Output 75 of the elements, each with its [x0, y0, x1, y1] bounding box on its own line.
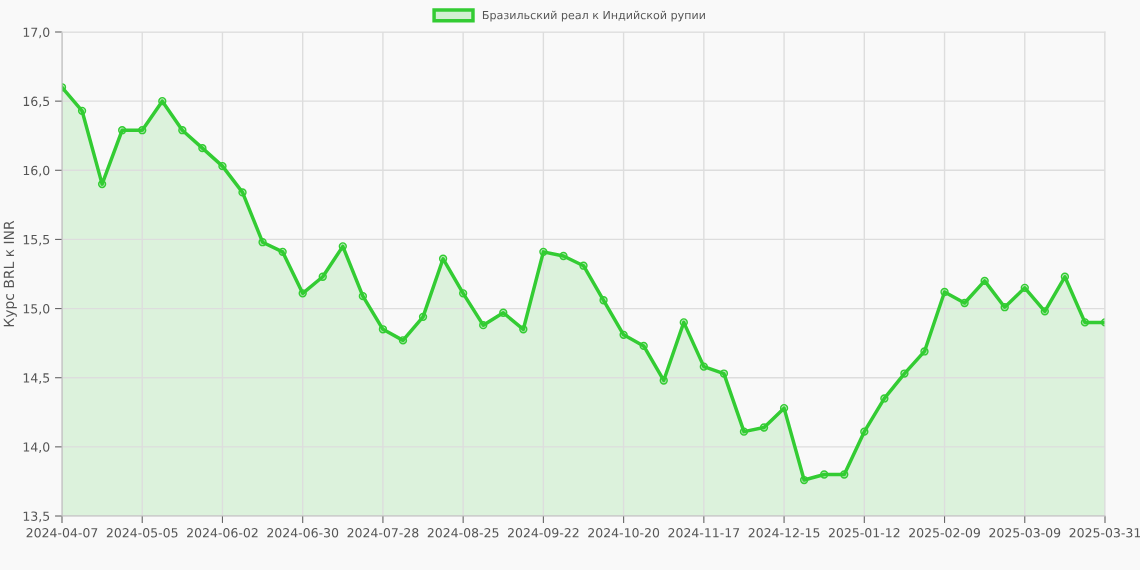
point [920, 347, 929, 356]
legend-label: Бразильский реал к Индийской рупии [482, 10, 705, 22]
point [900, 369, 909, 378]
y-tick-label: 14,5 [23, 373, 50, 384]
x-tick-label: 2025-03-31 [1069, 528, 1140, 538]
x-tick-label: 2024-10-20 [588, 528, 660, 538]
point [418, 312, 428, 322]
point [799, 475, 809, 485]
point [318, 272, 327, 281]
y-tick-label: 13,5 [23, 511, 50, 523]
point [479, 320, 488, 330]
point [639, 341, 648, 351]
point [539, 247, 548, 257]
point [97, 179, 107, 189]
point [138, 126, 147, 135]
point [519, 325, 528, 334]
x-tick-label: 2024-05-05 [106, 528, 178, 538]
point [860, 427, 869, 436]
point [298, 289, 307, 298]
y-tick-label: 17,0 [23, 27, 50, 39]
point [960, 298, 969, 308]
point [158, 96, 167, 106]
x-tick-label: 2024-11-17 [668, 528, 740, 538]
point [980, 276, 989, 286]
y-tick-label: 14,0 [23, 442, 50, 454]
point [599, 296, 608, 305]
point [358, 291, 368, 301]
point [218, 161, 227, 171]
point [719, 369, 729, 378]
point [840, 470, 849, 479]
x-tick-label: 2025-03-09 [989, 528, 1061, 538]
point [659, 376, 668, 385]
point [77, 106, 87, 115]
point [779, 403, 789, 413]
point [880, 394, 889, 403]
y-tick-label: 15,5 [23, 235, 50, 246]
point [438, 254, 448, 263]
point [679, 318, 688, 327]
y-axis-title: Курс BRL к INR [3, 220, 17, 327]
point [398, 336, 408, 345]
y-tick-label: 16,0 [23, 165, 50, 177]
point [118, 126, 127, 135]
x-tick-label: 2024-04-07 [26, 528, 98, 538]
point [739, 427, 749, 436]
point [619, 330, 628, 340]
point [238, 188, 247, 197]
point [820, 470, 829, 479]
point [378, 325, 388, 334]
point [499, 308, 508, 317]
point [699, 362, 709, 371]
point [759, 423, 769, 432]
point [258, 238, 267, 247]
point [1080, 318, 1090, 327]
point [338, 242, 347, 251]
x-tick-label: 2024-09-22 [507, 528, 579, 538]
point [559, 251, 568, 261]
x-tick-label: 2025-02-09 [909, 528, 980, 538]
point [278, 247, 287, 257]
y-tick-label: 16,5 [23, 96, 50, 108]
point [1060, 272, 1070, 281]
point [178, 126, 187, 135]
x-tick-label: 2024-08-25 [427, 528, 499, 538]
x-tick-label: 2024-07-28 [347, 528, 419, 538]
point [940, 287, 949, 297]
point [198, 143, 207, 153]
x-tick-label: 2025-01-12 [828, 528, 900, 538]
point [1040, 307, 1049, 316]
point [579, 261, 588, 270]
point [458, 289, 468, 298]
point [1000, 303, 1009, 312]
x-tick-label: 2024-06-02 [187, 528, 258, 538]
x-tick-label: 2024-12-15 [748, 528, 820, 538]
point [1020, 283, 1029, 292]
x-tick-label: 2024-06-30 [267, 528, 339, 538]
y-tick-label: 15,0 [23, 304, 50, 315]
